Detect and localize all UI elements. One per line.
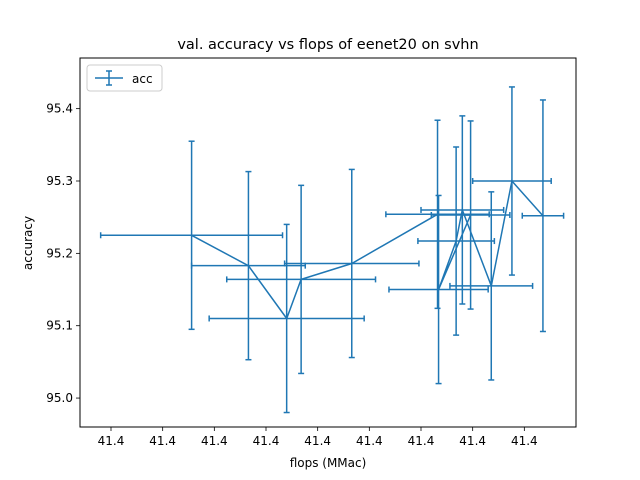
x-tick-label: 41.4: [149, 434, 176, 448]
series-line-acc: [191, 179, 544, 321]
error-point: [388, 194, 489, 385]
y-tick-label: 95.4: [46, 102, 73, 116]
chart-title: val. accuracy vs flops of eenet20 on svh…: [177, 37, 478, 53]
x-tick-label: 41.4: [408, 434, 435, 448]
legend-frame: [86, 64, 163, 92]
plot-area: [79, 57, 577, 428]
y-tick-label: 95.3: [46, 174, 73, 188]
x-tick-label: 41.4: [253, 434, 280, 448]
x-tick-label: 41.4: [201, 434, 228, 448]
x-tick-label: 41.4: [356, 434, 383, 448]
legend: acc: [86, 64, 163, 92]
x-axis-ticks: 41.4 41.4 41.4 41.4 41.4 41.4 41.4 41.4 41.4: [98, 427, 538, 448]
error-point: [99, 140, 284, 331]
y-axis-ticks: 95.0 95.1 95.2 95.3 95.4: [46, 102, 80, 405]
error-point: [521, 99, 565, 333]
y-tick-label: 95.1: [46, 319, 73, 333]
x-tick-label: 41.4: [304, 434, 331, 448]
x-tick-label: 41.4: [511, 434, 538, 448]
x-tick-label: 41.4: [98, 434, 125, 448]
x-axis-label: flops (MMac): [290, 456, 367, 470]
y-tick-label: 95.2: [46, 246, 73, 260]
y-tick-label: 95.0: [46, 391, 73, 405]
data-layer: [99, 86, 565, 414]
y-axis-label: accuracy: [21, 216, 35, 270]
x-tick-label: 41.4: [459, 434, 486, 448]
legend-label-acc: acc: [132, 72, 153, 86]
